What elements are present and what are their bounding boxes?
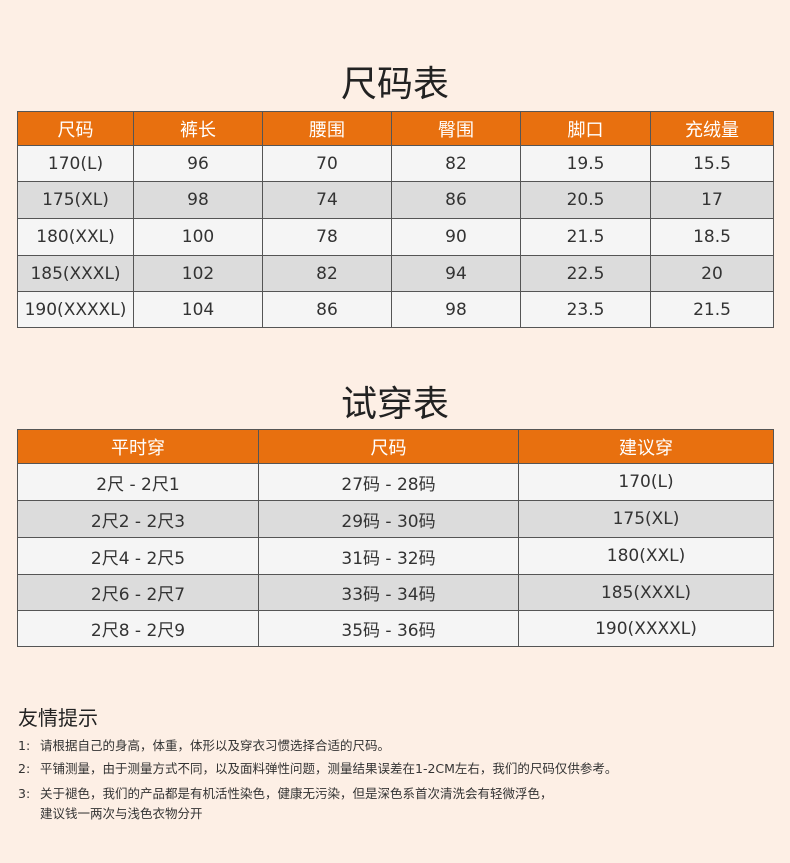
- tip: 3: 关于褪色，我们的产品都是有机活性染色，健康无污染，但是深色系首次清洗会有轻微…: [18, 784, 553, 824]
- header-cell: 建议穿: [518, 429, 774, 464]
- cell: 90: [391, 218, 521, 256]
- header-cell: 尺码: [17, 111, 134, 146]
- cell: 2尺8 - 2尺9: [17, 610, 259, 647]
- tip-line: 平铺测量，由于测量方式不同，以及面料弹性问题，测量结果误差在1-2CM左右，我们…: [40, 761, 618, 776]
- cell: 98: [391, 291, 521, 328]
- tip-number: 3:: [18, 786, 31, 801]
- tip-number: 1:: [18, 738, 31, 753]
- row: 175(XL) 98 74 86 20.5 17: [17, 181, 774, 219]
- cell: 96: [133, 145, 263, 182]
- header-cell: 充绒量: [650, 111, 774, 146]
- size-table: 尺码 裤长 腰围 臀围 脚口 充绒量 170(L) 96 70 82 19.5 15.5 175(XL)…: [17, 111, 774, 328]
- row: 2尺8 - 2尺9 35码 - 36码 190(XXXXL): [17, 610, 774, 647]
- cell: 104: [133, 291, 263, 328]
- header-cell: 尺码: [258, 429, 519, 464]
- header-cell: 臀围: [391, 111, 521, 146]
- cell: 74: [262, 181, 392, 219]
- cell: 35码 - 36码: [258, 610, 519, 647]
- header-cell: 脚口: [520, 111, 651, 146]
- tip-line: 建议钱一两次与浅色衣物分开: [40, 806, 203, 821]
- cell: 78: [262, 218, 392, 256]
- cell: 86: [262, 291, 392, 328]
- cell: 82: [391, 145, 521, 182]
- cell: 2尺6 - 2尺7: [17, 574, 259, 611]
- cell: 98: [133, 181, 263, 219]
- cell: 27码 - 28码: [258, 463, 519, 501]
- row: 190(XXXXL) 104 86 98 23.5 21.5: [17, 291, 774, 328]
- size-title: 尺码表: [340, 64, 449, 105]
- cell: 29码 - 30码: [258, 500, 519, 538]
- tip-number: 2:: [18, 761, 31, 776]
- cell: 185(XXXL): [17, 255, 134, 292]
- row: 180(XXL) 100 78 90 21.5 18.5: [17, 218, 774, 256]
- fit-title: 试穿表: [340, 384, 449, 425]
- cell: 185(XXXL): [518, 574, 774, 611]
- cell: 21.5: [650, 291, 774, 328]
- row: 170(L) 96 70 82 19.5 15.5: [17, 145, 774, 182]
- row: 185(XXXL) 102 82 94 22.5 20: [17, 255, 774, 292]
- tip-line: 关于褪色，我们的产品都是有机活性染色，健康无污染，但是深色系首次清洗会有轻微浮色…: [40, 786, 553, 801]
- cell: 70: [262, 145, 392, 182]
- header-row: 尺码 裤长 腰围 臀围 脚口 充绒量: [17, 111, 774, 146]
- cell: 82: [262, 255, 392, 292]
- cell: 100: [133, 218, 263, 256]
- tip-text: 关于褪色，我们的产品都是有机活性染色，健康无污染，但是深色系首次清洗会有轻微浮色…: [40, 784, 553, 824]
- cell: 18.5: [650, 218, 774, 256]
- cell: 102: [133, 255, 263, 292]
- cell: 86: [391, 181, 521, 219]
- cell: 180(XXL): [518, 537, 774, 575]
- cell: 190(XXXXL): [518, 610, 774, 647]
- header-row: 平时穿 尺码 建议穿: [17, 429, 774, 464]
- fit-table: 平时穿 尺码 建议穿 2尺 - 2尺1 27码 - 28码 170(L) 2尺2 - 2尺3…: [17, 429, 774, 647]
- cell: 94: [391, 255, 521, 292]
- cell: 180(XXL): [17, 218, 134, 256]
- row: 2尺6 - 2尺7 33码 - 34码 185(XXXL): [17, 574, 774, 611]
- cell: 31码 - 32码: [258, 537, 519, 575]
- row: 2尺2 - 2尺3 29码 - 30码 175(XL): [17, 500, 774, 538]
- cell: 2尺4 - 2尺5: [17, 537, 259, 575]
- tip-text: 平铺测量，由于测量方式不同，以及面料弹性问题，测量结果误差在1-2CM左右，我们…: [40, 759, 617, 779]
- tip-line: 请根据自己的身高，体重，体形以及穿衣习惯选择合适的尺码。: [40, 738, 391, 753]
- cell: 170(L): [17, 145, 134, 182]
- cell: 190(XXXXL): [17, 291, 134, 328]
- cell: 15.5: [650, 145, 774, 182]
- header-cell: 平时穿: [17, 429, 259, 464]
- tip-text: 请根据自己的身高，体重，体形以及穿衣习惯选择合适的尺码。: [40, 736, 390, 756]
- cell: 22.5: [520, 255, 651, 292]
- cell: 175(XL): [17, 181, 134, 219]
- cell: 21.5: [520, 218, 651, 256]
- header-cell: 腰围: [262, 111, 392, 146]
- row: 2尺 - 2尺1 27码 - 28码 170(L): [17, 463, 774, 501]
- row: 2尺4 - 2尺5 31码 - 32码 180(XXL): [17, 537, 774, 575]
- cell: 17: [650, 181, 774, 219]
- tip: 2: 平铺测量，由于测量方式不同，以及面料弹性问题，测量结果误差在1-2CM左右，…: [18, 759, 617, 779]
- cell: 23.5: [520, 291, 651, 328]
- cell: 19.5: [520, 145, 651, 182]
- tips-title: 友情提示: [18, 706, 98, 730]
- cell: 33码 - 34码: [258, 574, 519, 611]
- cell: 2尺2 - 2尺3: [17, 500, 259, 538]
- cell: 2尺 - 2尺1: [17, 463, 259, 501]
- cell: 20: [650, 255, 774, 292]
- cell: 20.5: [520, 181, 651, 219]
- cell: 175(XL): [518, 500, 774, 538]
- cell: 170(L): [518, 463, 774, 501]
- header-cell: 裤长: [133, 111, 263, 146]
- tip: 1: 请根据自己的身高，体重，体形以及穿衣习惯选择合适的尺码。: [18, 736, 390, 756]
